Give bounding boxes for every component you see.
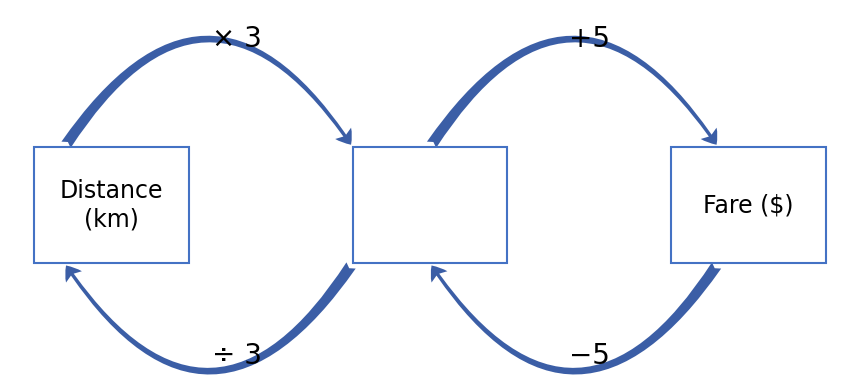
Bar — [34, 147, 189, 263]
Text: × 3: × 3 — [212, 25, 261, 53]
Bar — [671, 147, 826, 263]
Text: Distance
(km): Distance (km) — [60, 179, 163, 231]
Text: Fare ($): Fare ($) — [703, 193, 794, 217]
FancyArrowPatch shape — [431, 262, 722, 375]
FancyArrowPatch shape — [61, 36, 352, 148]
Text: ÷ 3: ÷ 3 — [212, 342, 261, 370]
FancyArrowPatch shape — [65, 262, 356, 375]
Text: +5: +5 — [568, 25, 610, 53]
Text: −5: −5 — [568, 342, 610, 370]
Bar — [353, 147, 507, 263]
FancyArrowPatch shape — [427, 36, 717, 148]
